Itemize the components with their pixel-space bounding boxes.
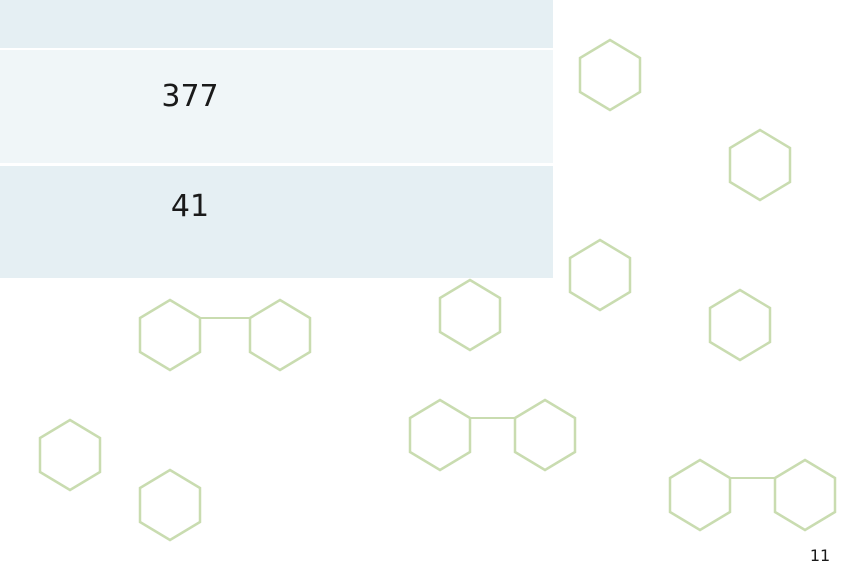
table-row [0,0,553,48]
table-row [0,50,553,163]
page-number: 11 [810,546,830,565]
background-pattern [38,38,837,542]
table-row [0,166,553,278]
table-cell: 377 [161,79,218,114]
table-cell: 41 [171,189,209,224]
